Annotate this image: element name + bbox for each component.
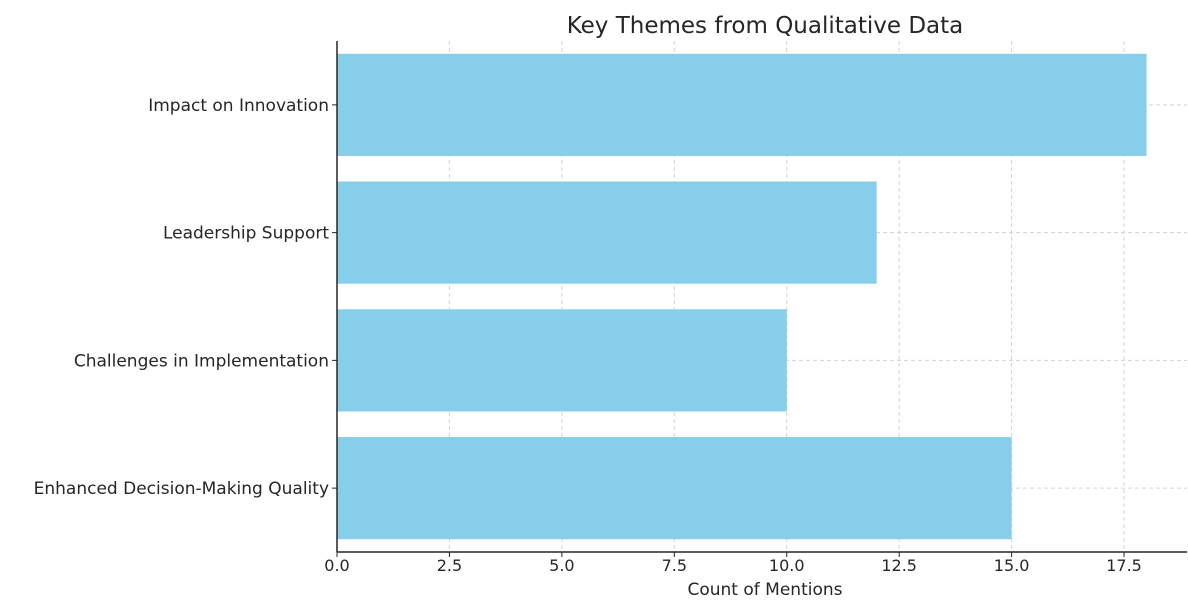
bars bbox=[337, 53, 1147, 540]
chart-title: Key Themes from Qualitative Data bbox=[567, 13, 964, 39]
bar-4 bbox=[337, 437, 1012, 540]
y-tick-label-3: Enhanced Decision-Making Quality bbox=[34, 479, 329, 499]
x-tick-label-3: 7.5 bbox=[662, 556, 687, 575]
y-tick-label-1: Leadership Support bbox=[163, 224, 329, 244]
x-tick-label-2: 5.0 bbox=[549, 556, 574, 575]
y-tick-label-2: Challenges in Implementation bbox=[74, 351, 329, 371]
x-tick-label-6: 15.0 bbox=[994, 556, 1030, 575]
x-tick-label-1: 2.5 bbox=[437, 556, 462, 575]
bar-2 bbox=[337, 181, 877, 284]
y-tick-label-0: Impact on Innovation bbox=[148, 96, 329, 116]
x-tick-label-0: 0.0 bbox=[324, 556, 349, 575]
x-axis-label: Count of Mentions bbox=[687, 580, 842, 599]
axes bbox=[332, 41, 1187, 557]
x-tick-label-5: 12.5 bbox=[881, 556, 917, 575]
x-tick-label-4: 10.0 bbox=[769, 556, 805, 575]
bar-1 bbox=[337, 53, 1147, 156]
bar-3 bbox=[337, 309, 787, 412]
tick-labels: 0.0 2.5 5.0 7.5 10.0 12.5 15.0 17.5 Impact on In… bbox=[34, 96, 1142, 575]
x-tick-label-7: 17.5 bbox=[1106, 556, 1142, 575]
